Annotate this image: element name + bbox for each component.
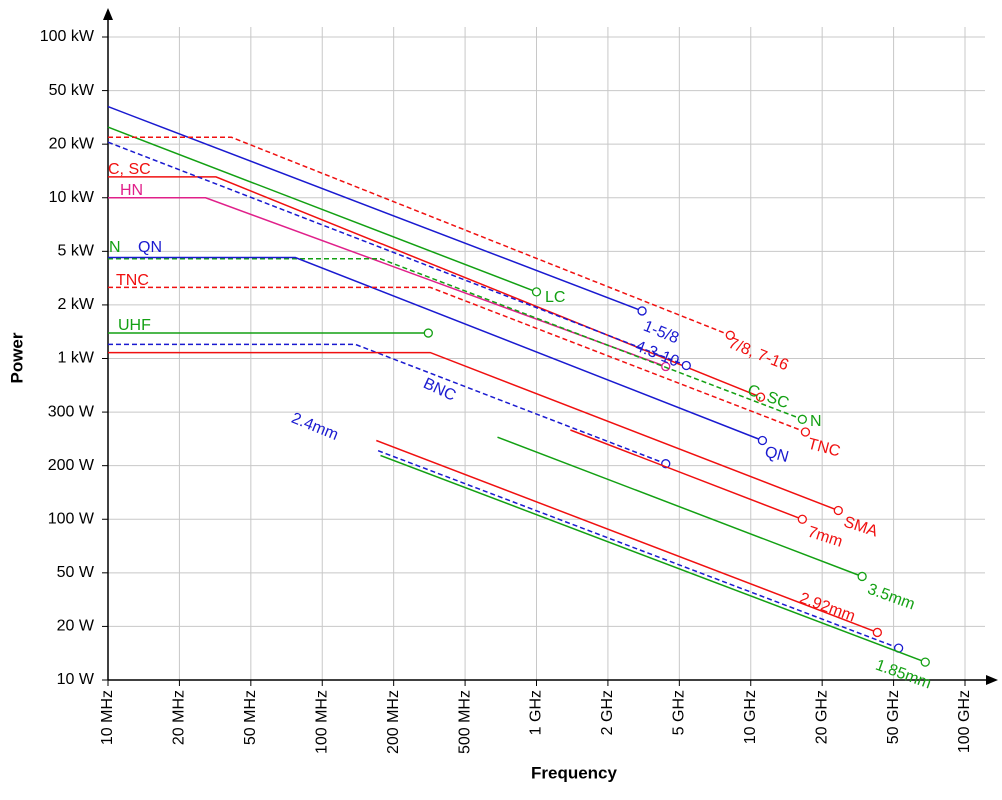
series-label: TNC xyxy=(116,272,149,289)
end-marker xyxy=(637,306,647,316)
series-label: N xyxy=(810,413,822,430)
series-line xyxy=(108,136,731,336)
series-label: 7mm xyxy=(805,524,844,551)
end-marker xyxy=(725,330,735,340)
end-marker xyxy=(872,627,883,638)
end-marker xyxy=(531,287,542,297)
series-label: QN xyxy=(763,444,791,467)
y-tick-label: 100 W xyxy=(48,510,95,527)
series-line xyxy=(108,258,803,421)
y-tick-label: 2 kW xyxy=(58,296,95,313)
end-marker xyxy=(755,392,766,402)
x-tick-label: 5 GHz xyxy=(671,690,688,735)
y-tick-label: 20 W xyxy=(57,618,95,635)
y-tick-label: 10 kW xyxy=(49,189,95,206)
series-line xyxy=(108,351,839,512)
x-axis-label: Frequency xyxy=(531,763,618,782)
y-axis-arrow xyxy=(103,8,113,20)
end-marker xyxy=(757,435,768,446)
x-axis-arrow xyxy=(986,675,998,685)
end-marker xyxy=(800,427,811,437)
series-line xyxy=(497,436,863,578)
series-label: 3.5mm xyxy=(865,581,917,614)
end-marker xyxy=(797,414,807,424)
end-marker xyxy=(423,328,433,338)
series-line xyxy=(570,429,803,520)
end-marker xyxy=(797,514,807,524)
series-line xyxy=(377,449,899,649)
y-axis-label: Power xyxy=(7,332,26,383)
x-tick-label: 20 MHz xyxy=(171,690,188,745)
series-label: UHF xyxy=(118,317,151,334)
x-tick-label: 10 GHz xyxy=(742,690,759,744)
y-tick-label: 5 kW xyxy=(58,243,95,260)
series-line xyxy=(107,141,687,367)
y-tick-label: 50 W xyxy=(57,564,95,581)
series-line xyxy=(108,286,806,433)
x-tick-label: 500 MHz xyxy=(456,690,473,754)
series-label: HN xyxy=(120,182,143,199)
x-tick-label: 100 GHz xyxy=(956,690,973,753)
x-tick-label: 1 GHz xyxy=(528,690,545,735)
series-line xyxy=(108,256,763,442)
y-tick-label: 50 kW xyxy=(49,82,95,99)
end-marker xyxy=(920,657,930,667)
end-marker xyxy=(833,505,843,516)
series-label: C, SC xyxy=(108,161,151,178)
series-label: N xyxy=(109,239,121,256)
series-line xyxy=(376,439,878,634)
series-line xyxy=(108,197,666,368)
y-tick-label: 100 kW xyxy=(40,28,95,45)
end-marker xyxy=(681,360,691,371)
x-tick-label: 50 GHz xyxy=(885,690,902,744)
series-label: BNC xyxy=(421,375,459,405)
x-tick-label: 100 MHz xyxy=(313,690,330,754)
y-tick-label: 10 W xyxy=(57,671,95,688)
series-label: QN xyxy=(138,239,162,256)
series-label: LC xyxy=(545,289,565,306)
x-tick-label: 20 GHz xyxy=(813,690,830,744)
x-tick-label: 10 MHz xyxy=(99,690,116,745)
y-tick-label: 300 W xyxy=(48,403,95,420)
series-label: 2.92mm xyxy=(797,590,857,626)
series-label: 7/8, 7-16 xyxy=(726,335,791,374)
series-line xyxy=(107,126,537,293)
y-tick-label: 1 kW xyxy=(58,350,95,367)
x-tick-label: 2 GHz xyxy=(599,690,616,735)
series-line xyxy=(380,454,926,663)
x-tick-label: 200 MHz xyxy=(385,690,402,754)
series-label: 2.4mm xyxy=(289,410,341,444)
series-label: TNC xyxy=(806,436,842,461)
y-tick-label: 200 W xyxy=(48,457,95,474)
end-marker xyxy=(857,571,867,582)
series-label: SMA xyxy=(841,514,880,541)
y-tick-label: 20 kW xyxy=(49,135,95,152)
series-line xyxy=(108,343,666,465)
series-label: C, SC xyxy=(745,382,791,413)
x-tick-label: 50 MHz xyxy=(242,690,259,745)
series-line xyxy=(107,105,643,312)
